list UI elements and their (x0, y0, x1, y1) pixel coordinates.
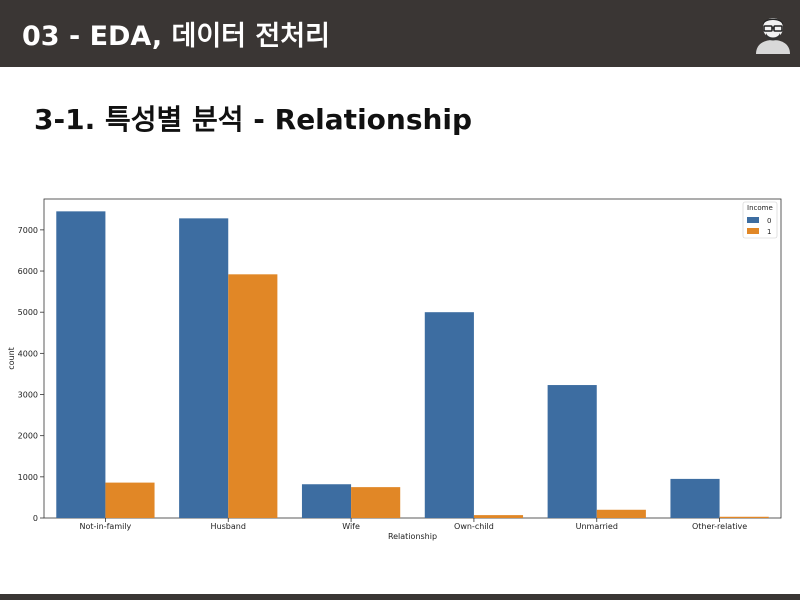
legend-swatch-0 (747, 217, 759, 223)
y-tick-label: 0 (33, 514, 38, 523)
bar-Wife-income-1 (351, 487, 401, 518)
bar-Not-in-family-income-0 (56, 211, 106, 518)
bar-Husband-income-0 (179, 218, 229, 518)
person-with-glasses-icon (756, 18, 790, 54)
y-tick-label: 6000 (18, 267, 38, 276)
bar-Own-child-income-1 (473, 515, 524, 518)
header-bar: 03 - EDA, 데이터 전처리 (0, 0, 800, 67)
legend-label-1: 1 (767, 228, 771, 236)
relationship-bar-chart: 0 1000 2000 3000 4000 5000 6000 7000 Not-in-fami… (7, 198, 782, 541)
bar-Not-in-family-income-1 (105, 482, 155, 518)
x-tick-label: Husband (211, 522, 246, 531)
bar-Own-child-income-0 (424, 312, 474, 518)
legend-swatch-1 (747, 228, 759, 234)
y-axis-label: count (7, 347, 16, 370)
legend-title: Income (747, 204, 773, 212)
slide-title: 3-1. 특성별 분석 - Relationship (34, 103, 473, 136)
footer-bar (0, 594, 800, 600)
x-tick-label: Unmarried (576, 522, 618, 531)
bar-Other-relative-income-0 (670, 478, 720, 518)
x-tick-label: Not-in-family (80, 522, 132, 531)
y-tick-label: 1000 (18, 473, 38, 482)
bar-Other-relative-income-1 (719, 516, 769, 518)
bar-Wife-income-0 (301, 484, 352, 518)
x-tick-label: Own-child (454, 522, 494, 531)
bar-Unmarried-income-1 (596, 509, 646, 518)
plot-frame (43, 198, 782, 519)
x-tick-label: Wife (342, 522, 360, 531)
header-title: 03 - EDA, 데이터 전처리 (22, 21, 330, 52)
x-tick-label: Other-relative (692, 522, 747, 531)
bar-Husband-income-1 (228, 274, 278, 518)
y-tick-label: 3000 (18, 391, 38, 400)
x-axis-label: Relationship (388, 532, 437, 541)
y-tick-label: 7000 (18, 226, 38, 235)
y-tick-label: 4000 (18, 349, 38, 358)
legend-label-0: 0 (767, 217, 771, 225)
y-tick-label: 5000 (18, 308, 38, 317)
bar-Unmarried-income-0 (547, 385, 597, 518)
y-tick-label: 2000 (18, 432, 38, 441)
